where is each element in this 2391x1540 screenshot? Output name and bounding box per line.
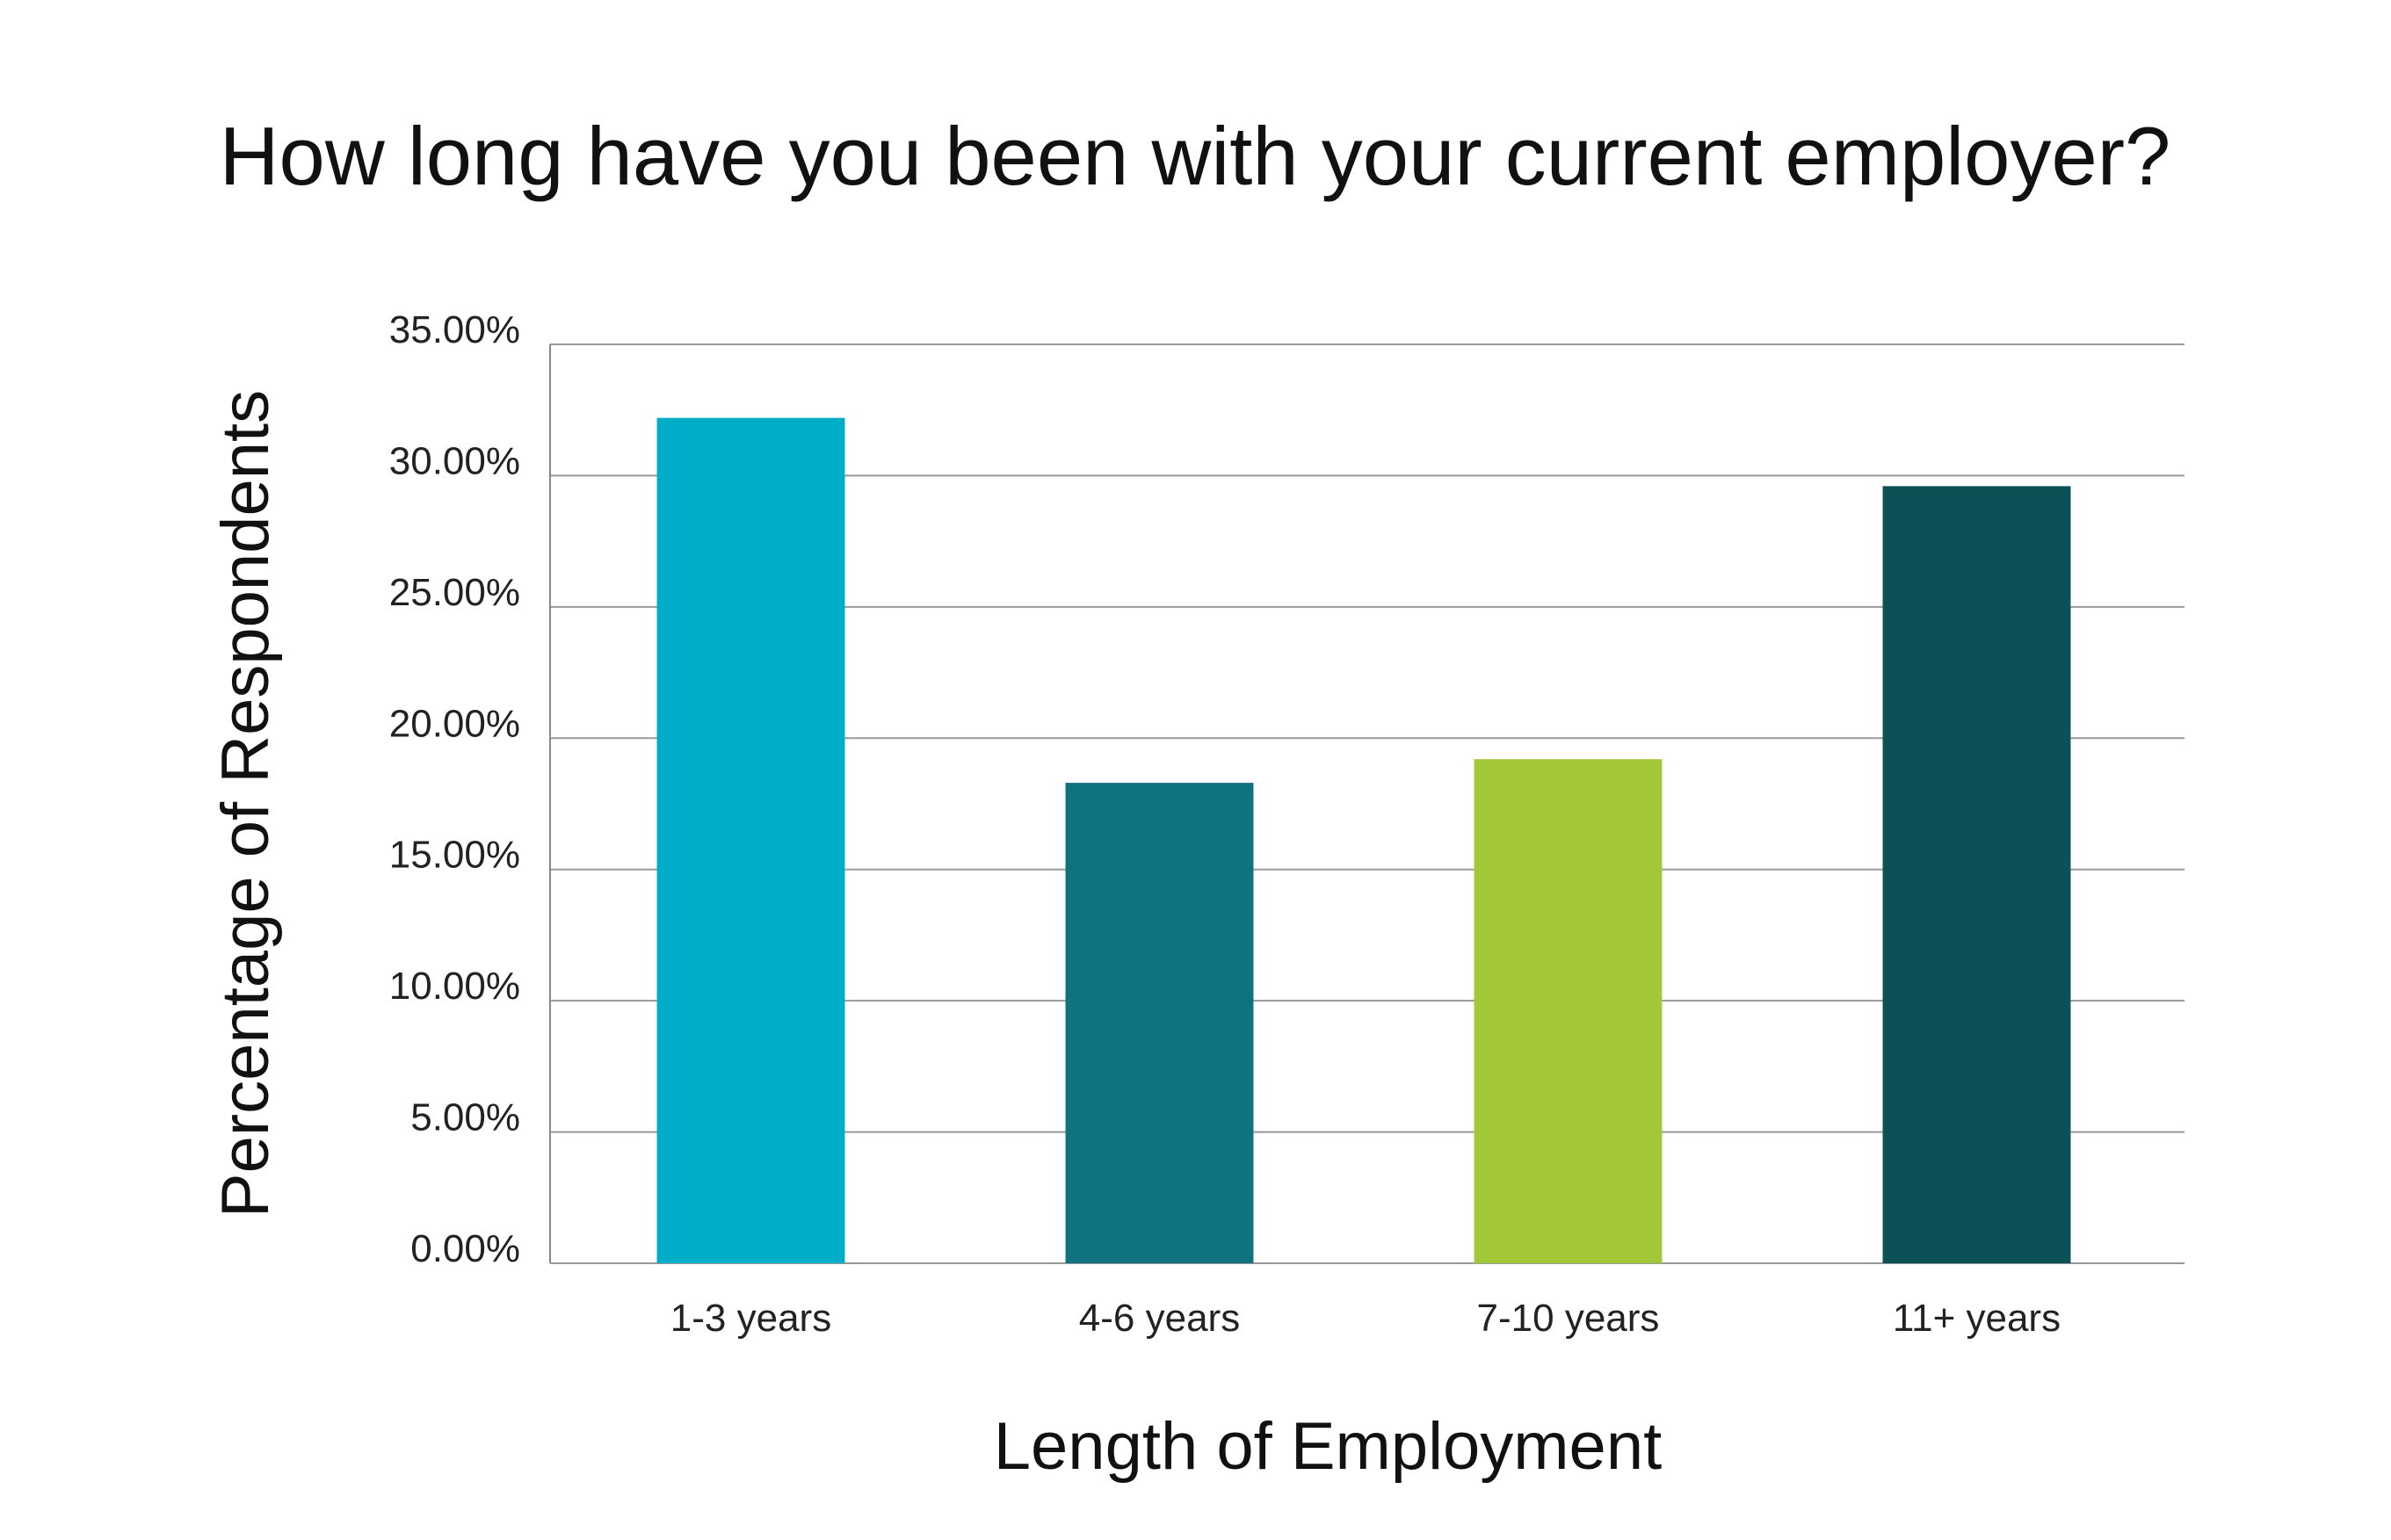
x-tick-label: 1-3 years (670, 1297, 831, 1340)
x-tick-label: 4-6 years (1079, 1297, 1240, 1340)
bar (1065, 783, 1254, 1263)
x-tick-label: 7-10 years (1477, 1297, 1660, 1340)
y-tick-label: 5.00% (410, 1096, 520, 1139)
bar (1882, 486, 2071, 1263)
y-tick-label: 10.00% (389, 965, 520, 1008)
y-tick-label: 0.00% (410, 1227, 520, 1270)
x-axis-title: Length of Employment (994, 1409, 1662, 1484)
bars (656, 417, 2071, 1263)
x-tick-labels: 1-3 years 4-6 years 7-10 years 11+ years (670, 1297, 2061, 1340)
bar (1474, 759, 1663, 1263)
y-tick-label: 25.00% (389, 571, 520, 614)
y-tick-label: 15.00% (389, 834, 520, 877)
chart-title: How long have you been with your current… (220, 110, 2171, 202)
y-tick-labels: 0.00% 5.00% 10.00% 15.00% 20.00% 25.00% 30.00%… (389, 308, 520, 1270)
bar (656, 417, 845, 1263)
x-tick-label: 11+ years (1893, 1297, 2061, 1340)
y-tick-label: 20.00% (389, 702, 520, 745)
y-axis-title: Percentage of Respondents (208, 390, 283, 1218)
y-tick-label: 30.00% (389, 439, 520, 482)
y-tick-label: 35.00% (389, 308, 520, 351)
